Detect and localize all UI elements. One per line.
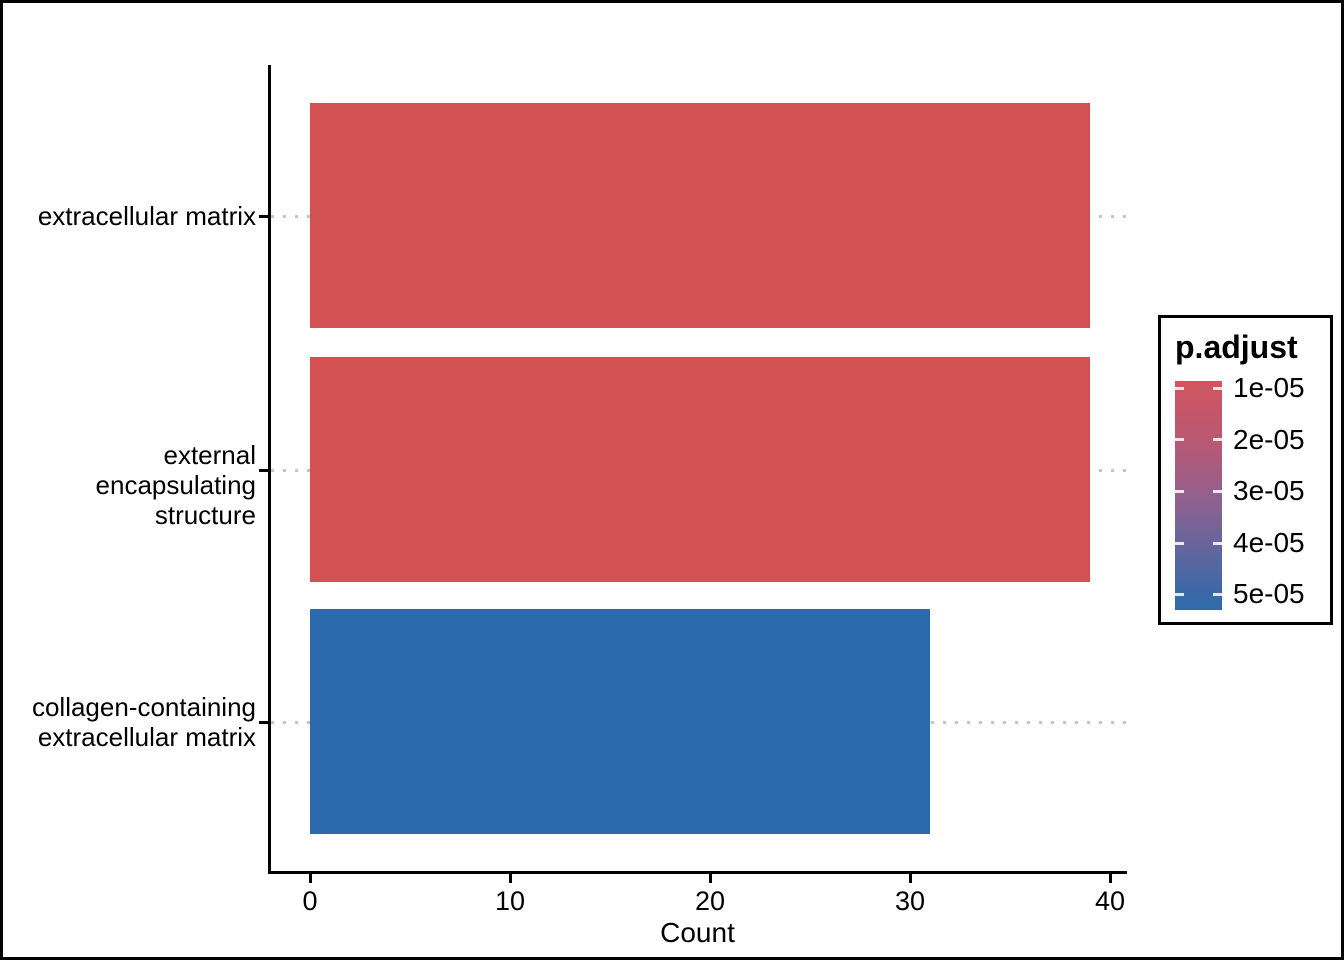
x-tick: [909, 874, 912, 883]
y-label-external-encapsulating-structure: external encapsulating structure: [95, 440, 256, 530]
x-tick-label-10: 10: [494, 886, 526, 916]
p-adjust-colorbar: [1175, 381, 1222, 610]
colorbar-tick: [1175, 593, 1184, 596]
colorbar-tick: [1175, 542, 1184, 545]
y-axis-line: [268, 65, 271, 874]
x-tick: [309, 874, 312, 883]
x-tick: [1109, 874, 1112, 883]
bar-external-encapsulating-structure: [310, 357, 1090, 582]
y-tick: [259, 721, 268, 724]
x-tick-label-0: 0: [302, 886, 318, 916]
x-tick-label-40: 40: [1094, 886, 1126, 916]
colorbar-tick: [1213, 490, 1222, 493]
legend-label-5e-05: 5e-05: [1233, 578, 1305, 609]
legend-label-1e-05: 1e-05: [1233, 372, 1305, 403]
x-tick: [509, 874, 512, 883]
legend-label-2e-05: 2e-05: [1233, 424, 1305, 455]
x-tick: [709, 874, 712, 883]
x-tick-label-20: 20: [694, 886, 726, 916]
colorbar-tick: [1213, 387, 1222, 390]
x-tick-label-30: 30: [894, 886, 926, 916]
y-label-collagen-containing-ecm: collagen-containing extracellular matrix: [31, 692, 256, 752]
colorbar-tick: [1213, 438, 1222, 441]
y-tick: [259, 215, 268, 218]
colorbar-tick: [1213, 593, 1222, 596]
legend-box: p.adjust 1e-05 2e-05 3e-05 4e-05 5e-05: [1158, 315, 1333, 625]
legend-label-3e-05: 3e-05: [1233, 475, 1305, 506]
bar-collagen-containing-extracellular-matrix: [310, 609, 930, 834]
colorbar-tick: [1175, 490, 1184, 493]
legend-label-4e-05: 4e-05: [1233, 527, 1305, 558]
x-axis-line: [268, 871, 1127, 874]
y-label-extracellular-matrix: extracellular matrix: [37, 201, 256, 231]
colorbar-tick: [1213, 542, 1222, 545]
colorbar-tick: [1175, 387, 1184, 390]
colorbar-tick: [1175, 438, 1184, 441]
x-axis-title: Count: [660, 917, 735, 948]
y-tick: [259, 469, 268, 472]
bar-extracellular-matrix: [310, 103, 1090, 328]
legend-title: p.adjust: [1175, 329, 1298, 365]
